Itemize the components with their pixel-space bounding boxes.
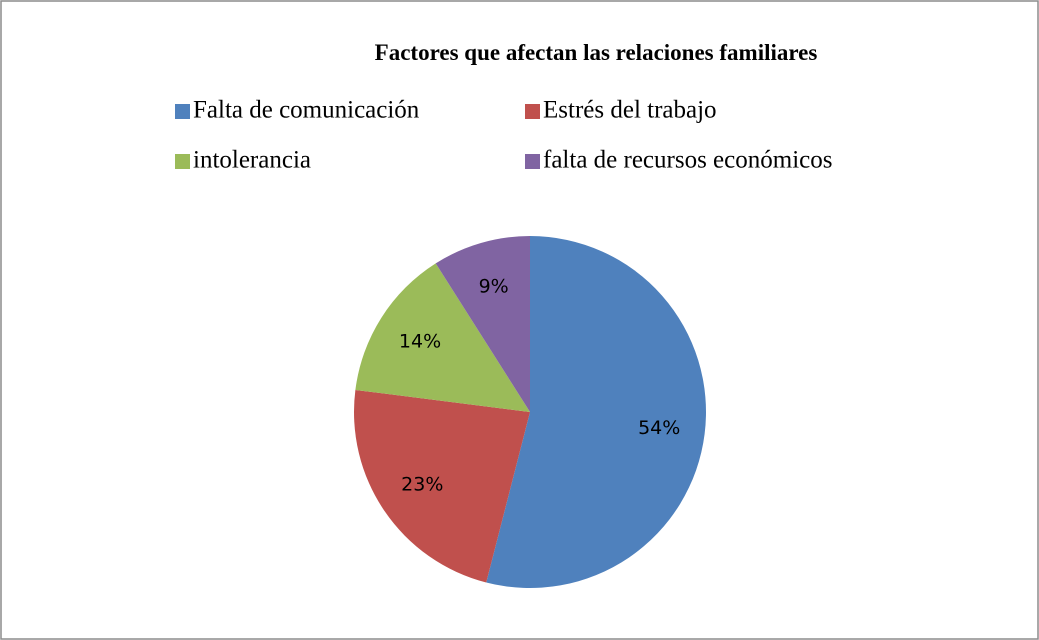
legend-label: Falta de comunicación [193, 97, 420, 124]
pie-slice [486, 236, 706, 588]
legend-label: intolerancia [193, 147, 311, 174]
chart-title: Factores que afectan las relaciones fami… [375, 40, 818, 65]
data-label: 54% [638, 417, 680, 439]
legend-swatch [525, 104, 540, 119]
data-label: 9% [479, 275, 509, 297]
pie-slice [354, 389, 530, 583]
pie-slice [435, 236, 530, 412]
legend-label: Estrés del trabajo [543, 97, 717, 124]
legend-swatch [175, 154, 190, 169]
data-label: 23% [401, 474, 443, 496]
data-label: 14% [399, 331, 441, 353]
pie-slice [355, 263, 530, 412]
legend-swatch [525, 154, 540, 169]
legend-label: falta de recursos económicos [543, 147, 832, 174]
legend-swatch [175, 104, 190, 119]
